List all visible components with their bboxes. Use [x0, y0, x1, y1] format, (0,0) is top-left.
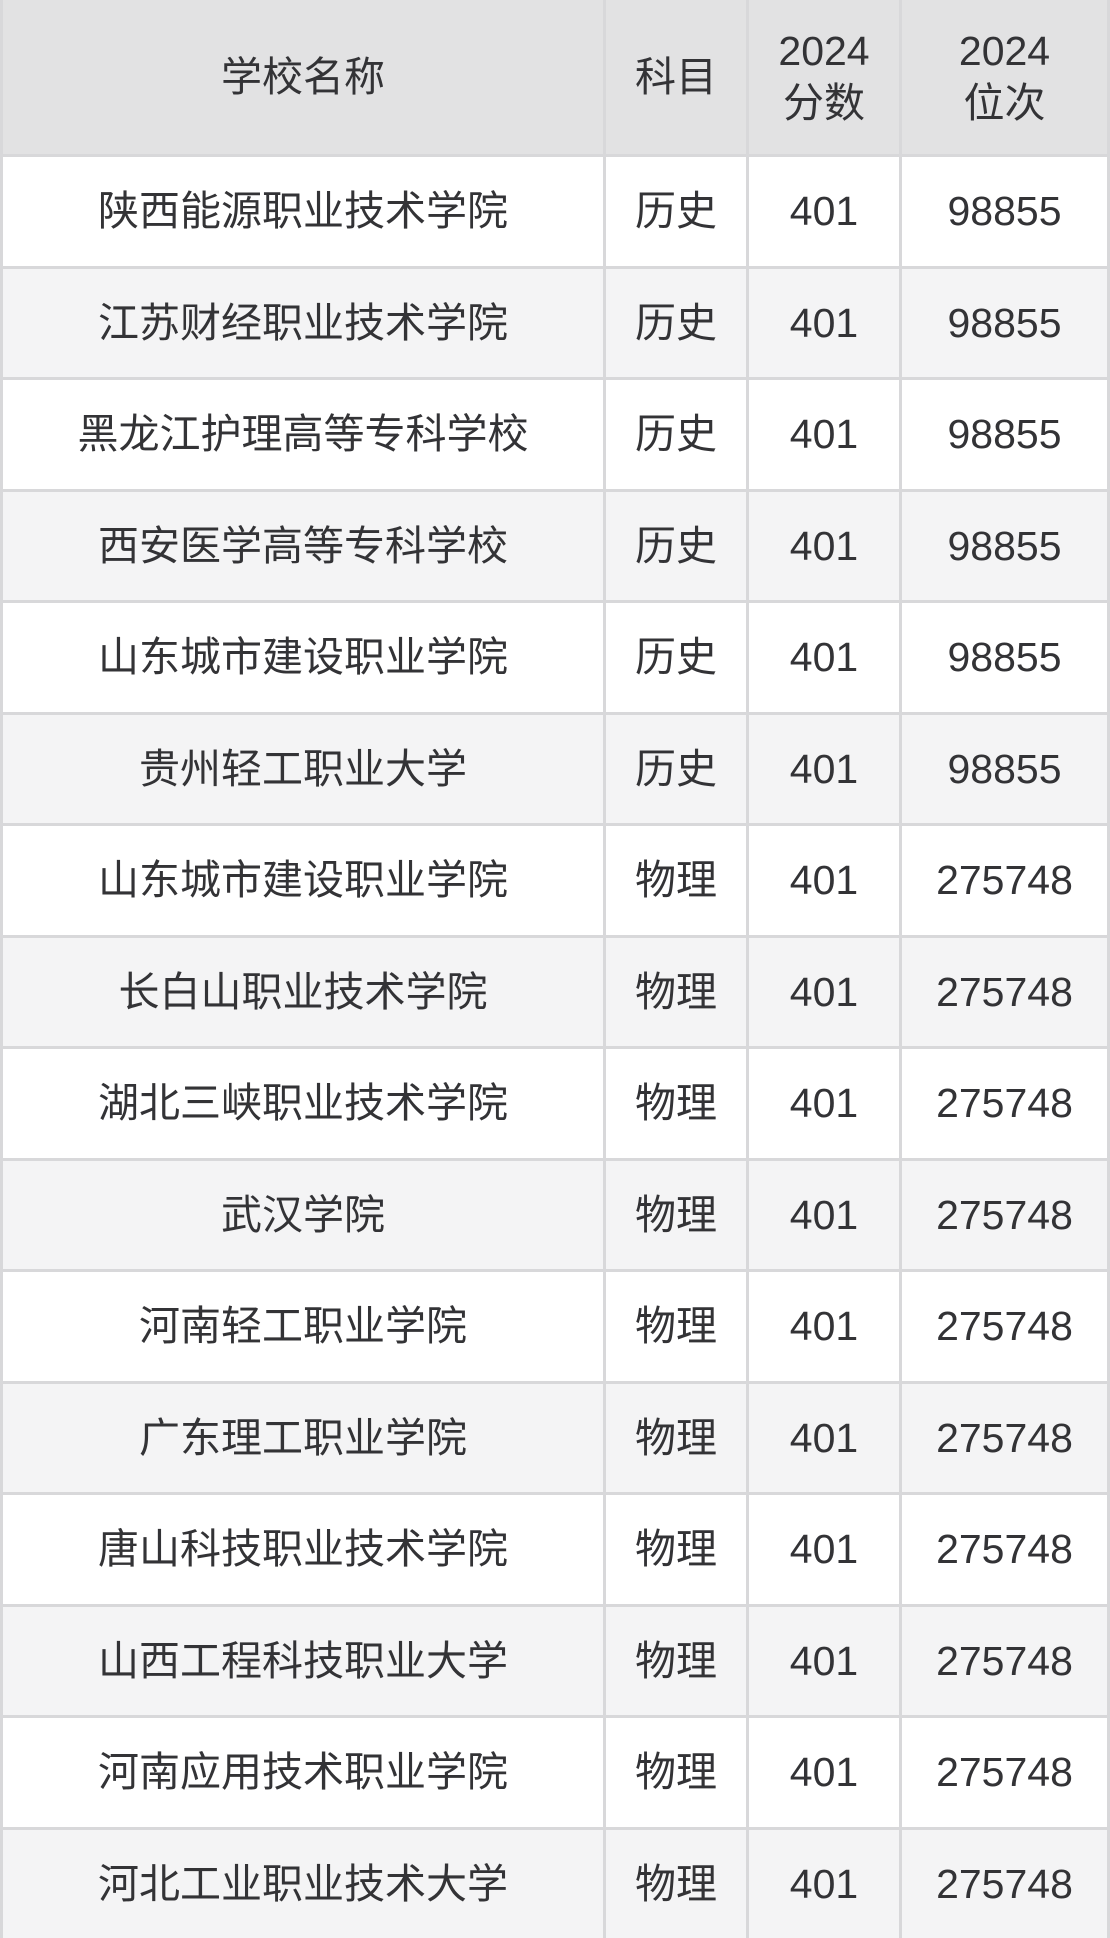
score-cell: 401 — [749, 268, 899, 377]
subject-cell: 历史 — [606, 380, 746, 489]
school-name-cell: 黑龙江护理高等专科学校 — [3, 380, 603, 489]
subject-cell: 物理 — [606, 1829, 746, 1938]
subject-cell: 历史 — [606, 268, 746, 377]
subject-cell: 物理 — [606, 1606, 746, 1715]
score-cell: 401 — [749, 491, 899, 600]
subject-cell: 物理 — [606, 1718, 746, 1827]
score-cell: 401 — [749, 1829, 899, 1938]
rank-cell: 98855 — [902, 603, 1107, 712]
score-cell: 401 — [749, 603, 899, 712]
rank-cell: 275748 — [902, 1383, 1107, 1492]
rank-cell: 275748 — [902, 826, 1107, 935]
rank-cell: 275748 — [902, 1829, 1107, 1938]
rank-cell: 275748 — [902, 1606, 1107, 1715]
score-cell: 401 — [749, 1606, 899, 1715]
subject-cell: 物理 — [606, 937, 746, 1046]
school-name-cell: 长白山职业技术学院 — [3, 937, 603, 1046]
score-cell: 401 — [749, 1383, 899, 1492]
col-header-school-name: 学校名称 — [3, 0, 603, 154]
score-cell: 401 — [749, 826, 899, 935]
subject-cell: 历史 — [606, 157, 746, 266]
rank-cell: 98855 — [902, 491, 1107, 600]
rank-cell: 275748 — [902, 937, 1107, 1046]
subject-cell: 物理 — [606, 1160, 746, 1269]
rank-cell: 275748 — [902, 1272, 1107, 1381]
score-cell: 401 — [749, 1272, 899, 1381]
rank-cell: 98855 — [902, 714, 1107, 823]
rank-cell: 275748 — [902, 1718, 1107, 1827]
score-cell: 401 — [749, 1718, 899, 1827]
school-name-cell: 山东城市建设职业学院 — [3, 826, 603, 935]
subject-cell: 历史 — [606, 603, 746, 712]
score-cell: 401 — [749, 380, 899, 489]
school-name-cell: 贵州轻工职业大学 — [3, 714, 603, 823]
school-name-cell: 西安医学高等专科学校 — [3, 491, 603, 600]
school-name-cell: 河南应用技术职业学院 — [3, 1718, 603, 1827]
school-name-cell: 河北工业职业技术大学 — [3, 1829, 603, 1938]
school-name-cell: 河南轻工职业学院 — [3, 1272, 603, 1381]
subject-cell: 历史 — [606, 491, 746, 600]
subject-cell: 物理 — [606, 1383, 746, 1492]
rank-cell: 98855 — [902, 380, 1107, 489]
rank-cell: 275748 — [902, 1495, 1107, 1604]
school-name-cell: 江苏财经职业技术学院 — [3, 268, 603, 377]
rank-cell: 275748 — [902, 1160, 1107, 1269]
score-cell: 401 — [749, 937, 899, 1046]
score-cell: 401 — [749, 1049, 899, 1158]
score-cell: 401 — [749, 1160, 899, 1269]
subject-cell: 物理 — [606, 1272, 746, 1381]
school-name-cell: 湖北三峡职业技术学院 — [3, 1049, 603, 1158]
score-cell: 401 — [749, 157, 899, 266]
rank-cell: 98855 — [902, 157, 1107, 266]
school-name-cell: 武汉学院 — [3, 1160, 603, 1269]
subject-cell: 物理 — [606, 1049, 746, 1158]
school-name-cell: 唐山科技职业技术学院 — [3, 1495, 603, 1604]
col-header-2024-rank: 2024 位次 — [902, 0, 1107, 154]
subject-cell: 物理 — [606, 826, 746, 935]
rank-cell: 98855 — [902, 268, 1107, 377]
rank-cell: 275748 — [902, 1049, 1107, 1158]
school-name-cell: 陕西能源职业技术学院 — [3, 157, 603, 266]
school-name-cell: 广东理工职业学院 — [3, 1383, 603, 1492]
school-name-cell: 山西工程科技职业大学 — [3, 1606, 603, 1715]
score-cell: 401 — [749, 1495, 899, 1604]
col-header-subject: 科目 — [606, 0, 746, 154]
subject-cell: 物理 — [606, 1495, 746, 1604]
col-header-2024-score: 2024 分数 — [749, 0, 899, 154]
subject-cell: 历史 — [606, 714, 746, 823]
school-name-cell: 山东城市建设职业学院 — [3, 603, 603, 712]
score-cell: 401 — [749, 714, 899, 823]
